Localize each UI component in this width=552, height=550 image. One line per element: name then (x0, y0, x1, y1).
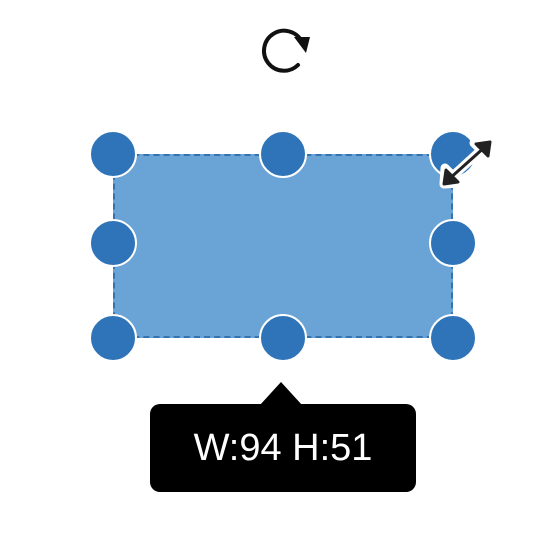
resize-handle-bottom-left[interactable] (89, 314, 137, 362)
resize-handle-bottom-right[interactable] (429, 314, 477, 362)
resize-handle-top-right[interactable] (429, 130, 477, 178)
resize-handle-bottom-center[interactable] (259, 314, 307, 362)
resize-handle-top-left[interactable] (89, 130, 137, 178)
size-tooltip-pointer (260, 382, 302, 405)
rotate-clockwise-icon (262, 28, 310, 73)
size-tooltip: W:94 H:51 (150, 404, 416, 492)
rotate-handle[interactable] (248, 22, 318, 78)
resize-handle-top-center[interactable] (259, 130, 307, 178)
size-tooltip-text: W:94 H:51 (193, 426, 373, 469)
resize-handle-middle-right[interactable] (429, 219, 477, 267)
resize-handle-middle-left[interactable] (89, 219, 137, 267)
selected-rectangle-shape[interactable] (113, 154, 453, 338)
